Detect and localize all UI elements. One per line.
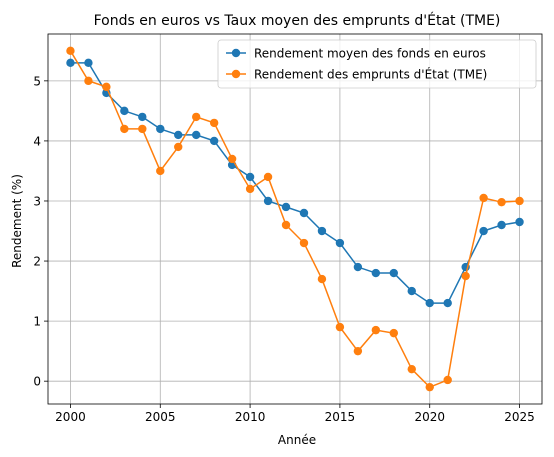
data-point — [497, 220, 506, 230]
legend: Rendement moyen des fonds en euros Rendem… — [217, 39, 537, 89]
data-point — [515, 196, 524, 206]
data-point — [335, 238, 345, 248]
plot-area-frame — [47, 33, 543, 405]
series-line — [70, 62, 520, 304]
y-axis-label: Rendement (%) — [10, 174, 24, 268]
data-point — [192, 130, 201, 140]
y-axis: 0 1 2 3 4 5 — [33, 74, 48, 389]
data-point — [299, 208, 309, 218]
data-point — [174, 142, 183, 152]
y-tick-label: 1 — [33, 315, 41, 329]
data-point — [209, 118, 219, 128]
data-point — [84, 58, 93, 68]
data-point — [192, 112, 201, 122]
data-point — [209, 136, 219, 146]
legend-item: Rendement des emprunts d'État (TME) — [226, 67, 487, 82]
series-1 — [66, 58, 524, 308]
data-point — [156, 166, 165, 176]
legend-label: Rendement des emprunts d'État (TME) — [254, 67, 487, 82]
data-point — [407, 286, 416, 296]
data-point — [479, 226, 488, 236]
x-tick-label: 2005 — [145, 410, 176, 424]
data-point — [425, 298, 434, 308]
x-tick-label: 2025 — [504, 410, 535, 424]
data-point — [389, 328, 398, 338]
data-point — [245, 184, 255, 194]
data-point — [317, 226, 327, 236]
data-point — [407, 364, 416, 374]
y-tick-label: 0 — [33, 375, 41, 389]
data-point — [317, 274, 327, 284]
data-point — [156, 124, 165, 134]
y-tick-label: 3 — [33, 194, 41, 208]
series-layer — [66, 46, 524, 392]
data-point — [389, 268, 398, 278]
data-point — [66, 46, 75, 56]
x-tick-label: 2020 — [414, 410, 445, 424]
data-point — [479, 193, 488, 203]
legend-box — [217, 39, 537, 89]
data-point — [461, 271, 470, 281]
data-point — [174, 130, 183, 140]
data-point — [138, 112, 147, 122]
data-point — [353, 346, 363, 356]
grid-lines — [48, 34, 542, 404]
data-point — [443, 375, 452, 385]
data-point — [281, 220, 291, 230]
data-point — [353, 262, 363, 272]
legend-marker — [231, 69, 241, 79]
series-2 — [66, 46, 524, 392]
data-point — [120, 106, 129, 116]
data-point — [497, 197, 506, 207]
x-axis-label: Année — [278, 433, 316, 447]
data-point — [299, 238, 309, 248]
data-point — [443, 298, 452, 308]
data-point — [263, 172, 273, 182]
legend-label: Rendement moyen des fonds en euros — [254, 47, 486, 61]
data-point — [84, 76, 93, 86]
x-tick-label: 2015 — [325, 410, 356, 424]
y-tick-label: 5 — [33, 74, 41, 88]
series-line — [69, 50, 520, 389]
x-tick-label: 2010 — [235, 410, 266, 424]
legend-item: Rendement moyen des fonds en euros — [226, 47, 486, 61]
x-tick-label: 2000 — [55, 410, 86, 424]
data-point — [371, 325, 381, 335]
data-point — [102, 82, 111, 92]
data-point — [227, 154, 237, 164]
data-point — [335, 322, 345, 332]
data-point — [245, 172, 255, 182]
data-point — [263, 196, 273, 206]
y-tick-label: 2 — [33, 255, 41, 269]
data-point — [371, 268, 381, 278]
data-point — [425, 382, 434, 392]
data-point — [281, 202, 291, 212]
data-point — [515, 217, 524, 227]
data-point — [138, 124, 147, 134]
data-point — [66, 58, 75, 68]
chart-title: Fonds en euros vs Taux moyen des emprunt… — [94, 12, 501, 29]
y-tick-label: 4 — [33, 134, 41, 148]
data-point — [120, 124, 129, 134]
legend-marker — [231, 48, 241, 58]
x-axis: 2000 2005 2010 2015 2020 2025 — [55, 404, 535, 424]
